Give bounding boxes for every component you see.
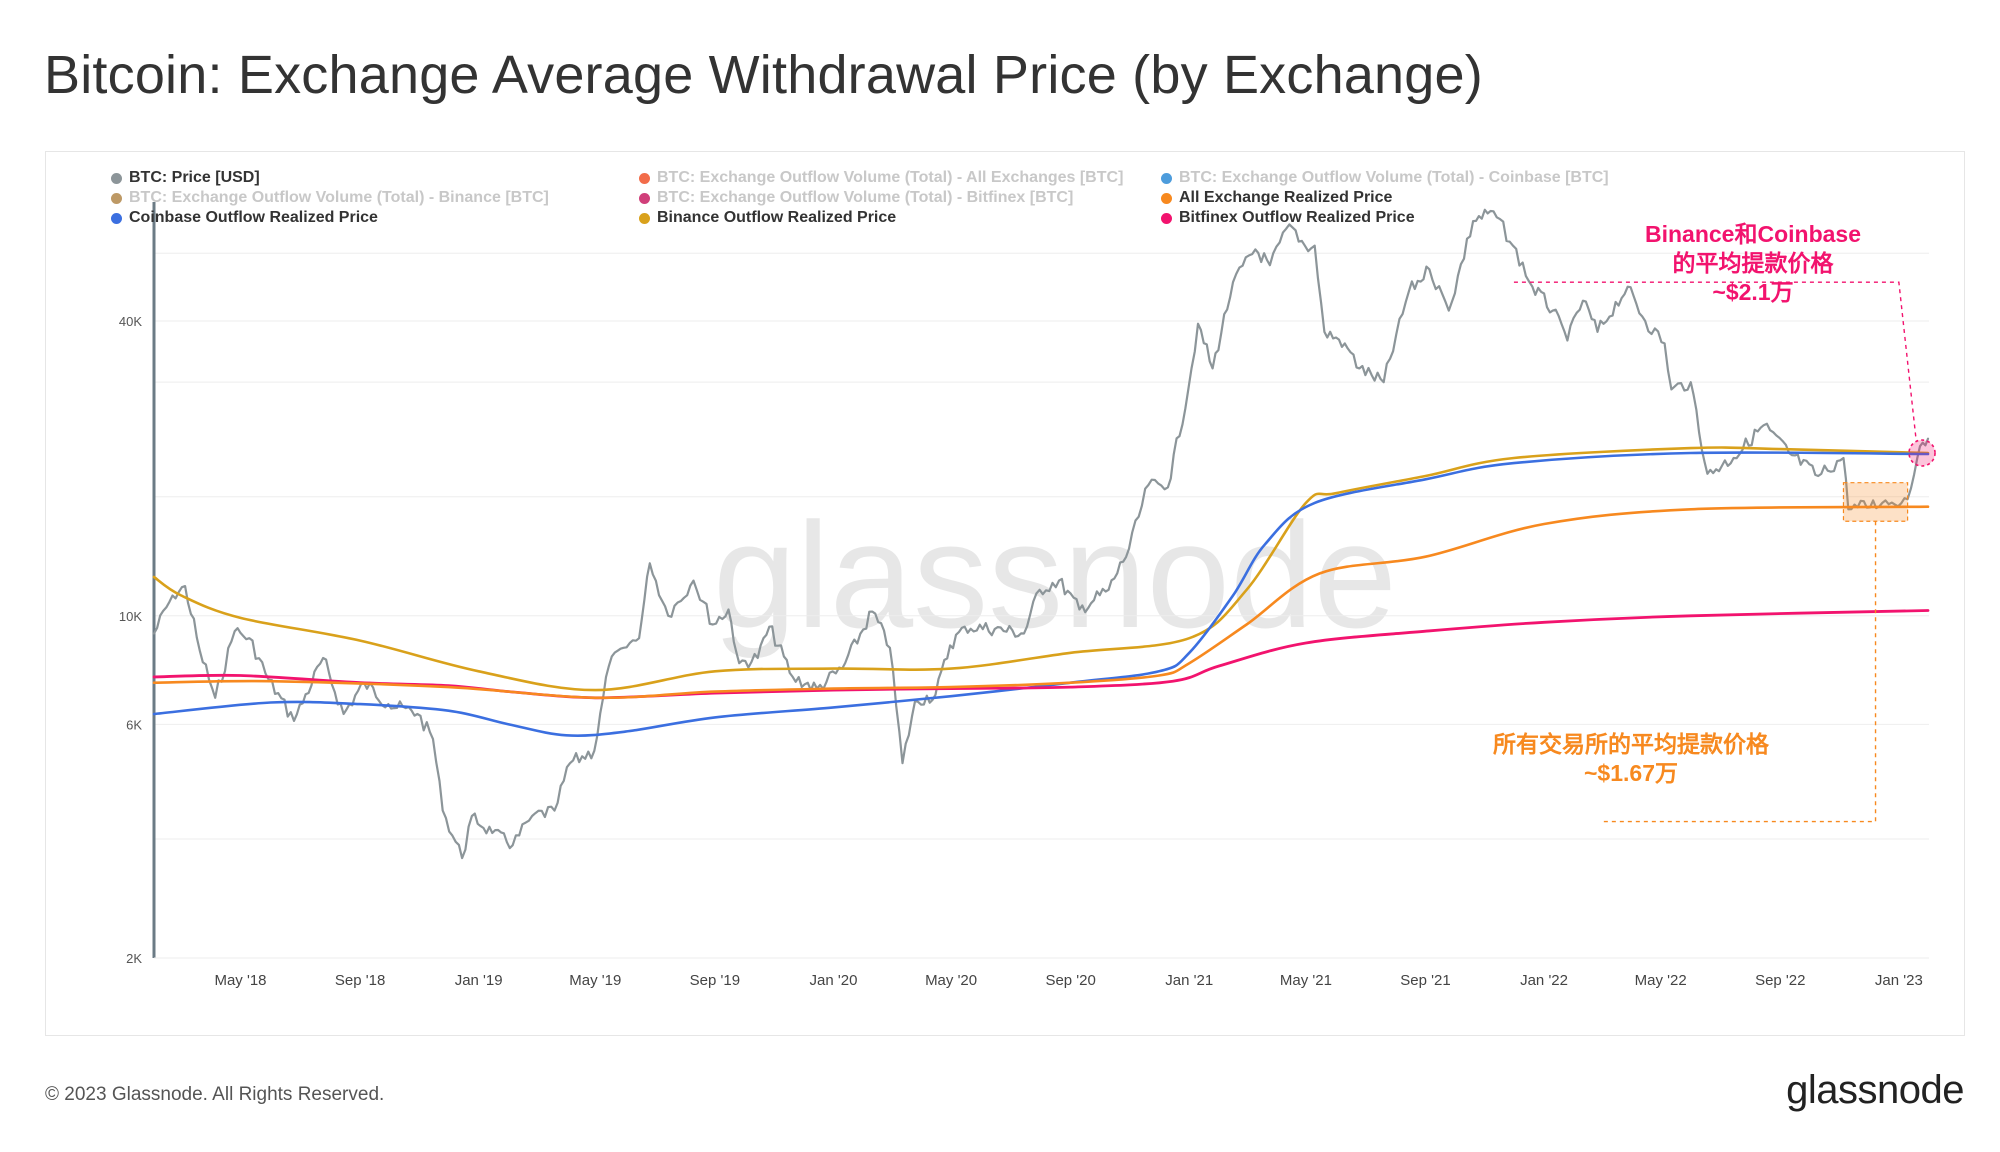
watermark: glassnode [713,491,1397,659]
legend-dot-icon [639,212,650,224]
annotation-binance-coinbase: Binance和Coinbase 的平均提款价格 ~$2.1万 [1603,220,1903,307]
legend-dot-icon [111,212,122,224]
annotation-orange-leader [1601,521,1877,823]
legend-dot-icon [111,172,122,184]
series-line-all-exchange-realized-price [152,505,1930,700]
x-tick-label: May '18 [214,972,266,989]
annotation-pink-circle [1908,439,1936,467]
annotation-pink-leader [1513,281,1917,440]
series-line-btc-price-usd [152,208,1930,860]
legend-item-outflow-all[interactable]: BTC: Exchange Outflow Volume (Total) - A… [639,169,1123,187]
legend-item-coinbase-realized[interactable]: Coinbase Outflow Realized Price [111,209,378,227]
legend-dot-icon [111,192,122,204]
legend-dot-icon [1161,192,1172,204]
x-tick-label: Jan '20 [810,972,858,989]
legend-dot-icon [1161,172,1172,184]
x-tick-label: May '19 [569,972,621,989]
y-tick-label: 6K [126,717,142,732]
x-tick-label: Sep '22 [1755,972,1805,989]
legend-item-outflow-binance[interactable]: BTC: Exchange Outflow Volume (Total) - B… [111,189,549,207]
glassnode-logo[interactable]: glassnode [1786,1068,1964,1112]
x-tick-label: May '20 [925,972,977,989]
x-tick-label: Jan '23 [1875,972,1923,989]
legend-item-outflow-bitfinex[interactable]: BTC: Exchange Outflow Volume (Total) - B… [639,189,1073,207]
x-tick-label: Jan '21 [1165,972,1213,989]
y-tick-label: 40K [119,314,142,329]
x-tick-label: Sep '19 [690,972,740,989]
x-tick-label: Sep '18 [335,972,385,989]
annotation-orange-box [1842,482,1909,522]
y-tick-label: 10K [119,609,142,624]
x-tick-label: Jan '19 [455,972,503,989]
legend-item-all-exchange-realized[interactable]: All Exchange Realized Price [1161,189,1392,207]
legend-item-bitfinex-realized[interactable]: Bitfinex Outflow Realized Price [1161,209,1415,227]
x-tick-label: Sep '21 [1400,972,1450,989]
x-tick-label: May '21 [1280,972,1332,989]
legend-item-btc-price[interactable]: BTC: Price [USD] [111,169,260,187]
annotation-all-exchanges-line2: ~$1.67万 [1584,760,1678,786]
legend-dot-icon [639,172,650,184]
annotation-binance-coinbase-line3: ~$2.1万 [1712,279,1794,305]
x-tick-label: May '22 [1635,972,1687,989]
annotation-all-exchanges-line1: 所有交易所的平均提款价格 [1493,731,1769,757]
series-line-bitfinex-outflow-realized-price [152,609,1930,700]
annotation-binance-coinbase-line2: 的平均提款价格 [1672,250,1834,276]
series-line-binance-outflow-realized-price [152,446,1930,692]
page-title: Bitcoin: Exchange Average Withdrawal Pri… [44,45,1483,105]
legend-dot-icon [639,192,650,204]
annotation-all-exchanges: 所有交易所的平均提款价格 ~$1.67万 [1451,730,1811,788]
chart-frame: glassnode 2K 6K 10K 40K May '18 Sep '18 Jan '1… [45,151,1965,1036]
footer-copyright: © 2023 Glassnode. All Rights Reserved. [45,1084,385,1105]
chart-plot: glassnode 2K 6K 10K 40K May '18 Sep '18 Jan '1… [119,202,1936,989]
legend-dot-icon [1161,212,1172,224]
x-tick-label: Jan '22 [1520,972,1568,989]
legend-item-binance-realized[interactable]: Binance Outflow Realized Price [639,209,896,227]
y-tick-label: 2K [126,951,142,966]
annotation-binance-coinbase-line1: Binance和Coinbase [1645,221,1861,247]
x-tick-label: Sep '20 [1045,972,1095,989]
legend-item-outflow-coinbase[interactable]: BTC: Exchange Outflow Volume (Total) - C… [1161,169,1609,187]
